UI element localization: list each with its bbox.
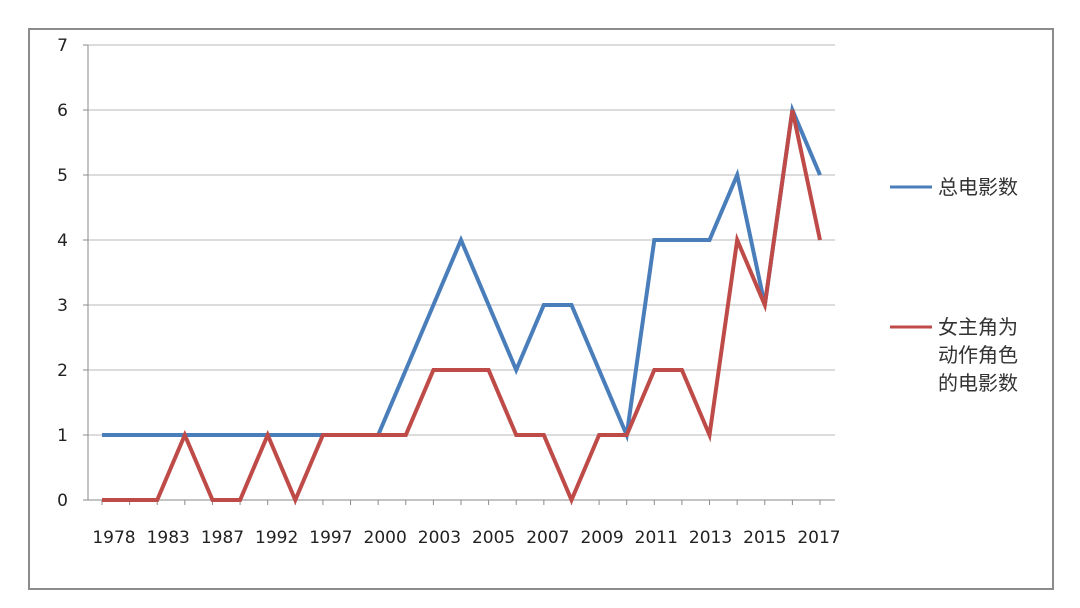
y-axis-ticks: 0 1 2 3 4 5 6 7 [57,36,88,511]
x-tick-label-1992: 1992 [255,528,298,548]
x-tick-label-2003: 2003 [418,528,461,548]
y-tick-label-2: 2 [57,361,68,381]
y-tick-label-1: 1 [57,426,68,446]
legend-label-action-line-1: 女主角为 [938,315,1018,339]
legend-label-total: 总电影数 [938,175,1018,199]
y-tick-label-4: 4 [57,231,68,251]
x-tick-label-2000: 2000 [364,528,407,548]
legend: 总电影数 女主角为 动作角色 的电影数 [890,175,1018,395]
x-tick-label-1978: 1978 [92,528,135,548]
x-tick-label-1997: 1997 [309,528,352,548]
legend-label-action-line-2: 动作角色 [938,343,1018,367]
axes [87,45,835,501]
x-axis-ticks: 1978 1983 1987 1992 1997 2000 2003 2005 2007 2009… [92,500,841,548]
y-tick-label-7: 7 [57,36,68,56]
x-tick-label-2011: 2011 [635,528,678,548]
x-tick-label-2013: 2013 [689,528,732,548]
y-tick-label-0: 0 [57,491,68,511]
y-tick-label-3: 3 [57,296,68,316]
x-tick-label-1983: 1983 [147,528,190,548]
x-tick-label-2005: 2005 [472,528,515,548]
series-lines [102,102,822,506]
series-line-action [102,109,822,506]
y-tick-label-6: 6 [57,101,68,121]
series-line-total [102,102,822,443]
x-tick-label-2007: 2007 [526,528,569,548]
x-tick-label-2017: 2017 [797,528,840,548]
y-tick-label-5: 5 [57,166,68,186]
legend-label-action-line-3: 的电影数 [938,371,1018,395]
x-tick-label-1987: 1987 [201,528,244,548]
x-tick-label-2009: 2009 [580,528,623,548]
x-tick-label-2015: 2015 [743,528,786,548]
